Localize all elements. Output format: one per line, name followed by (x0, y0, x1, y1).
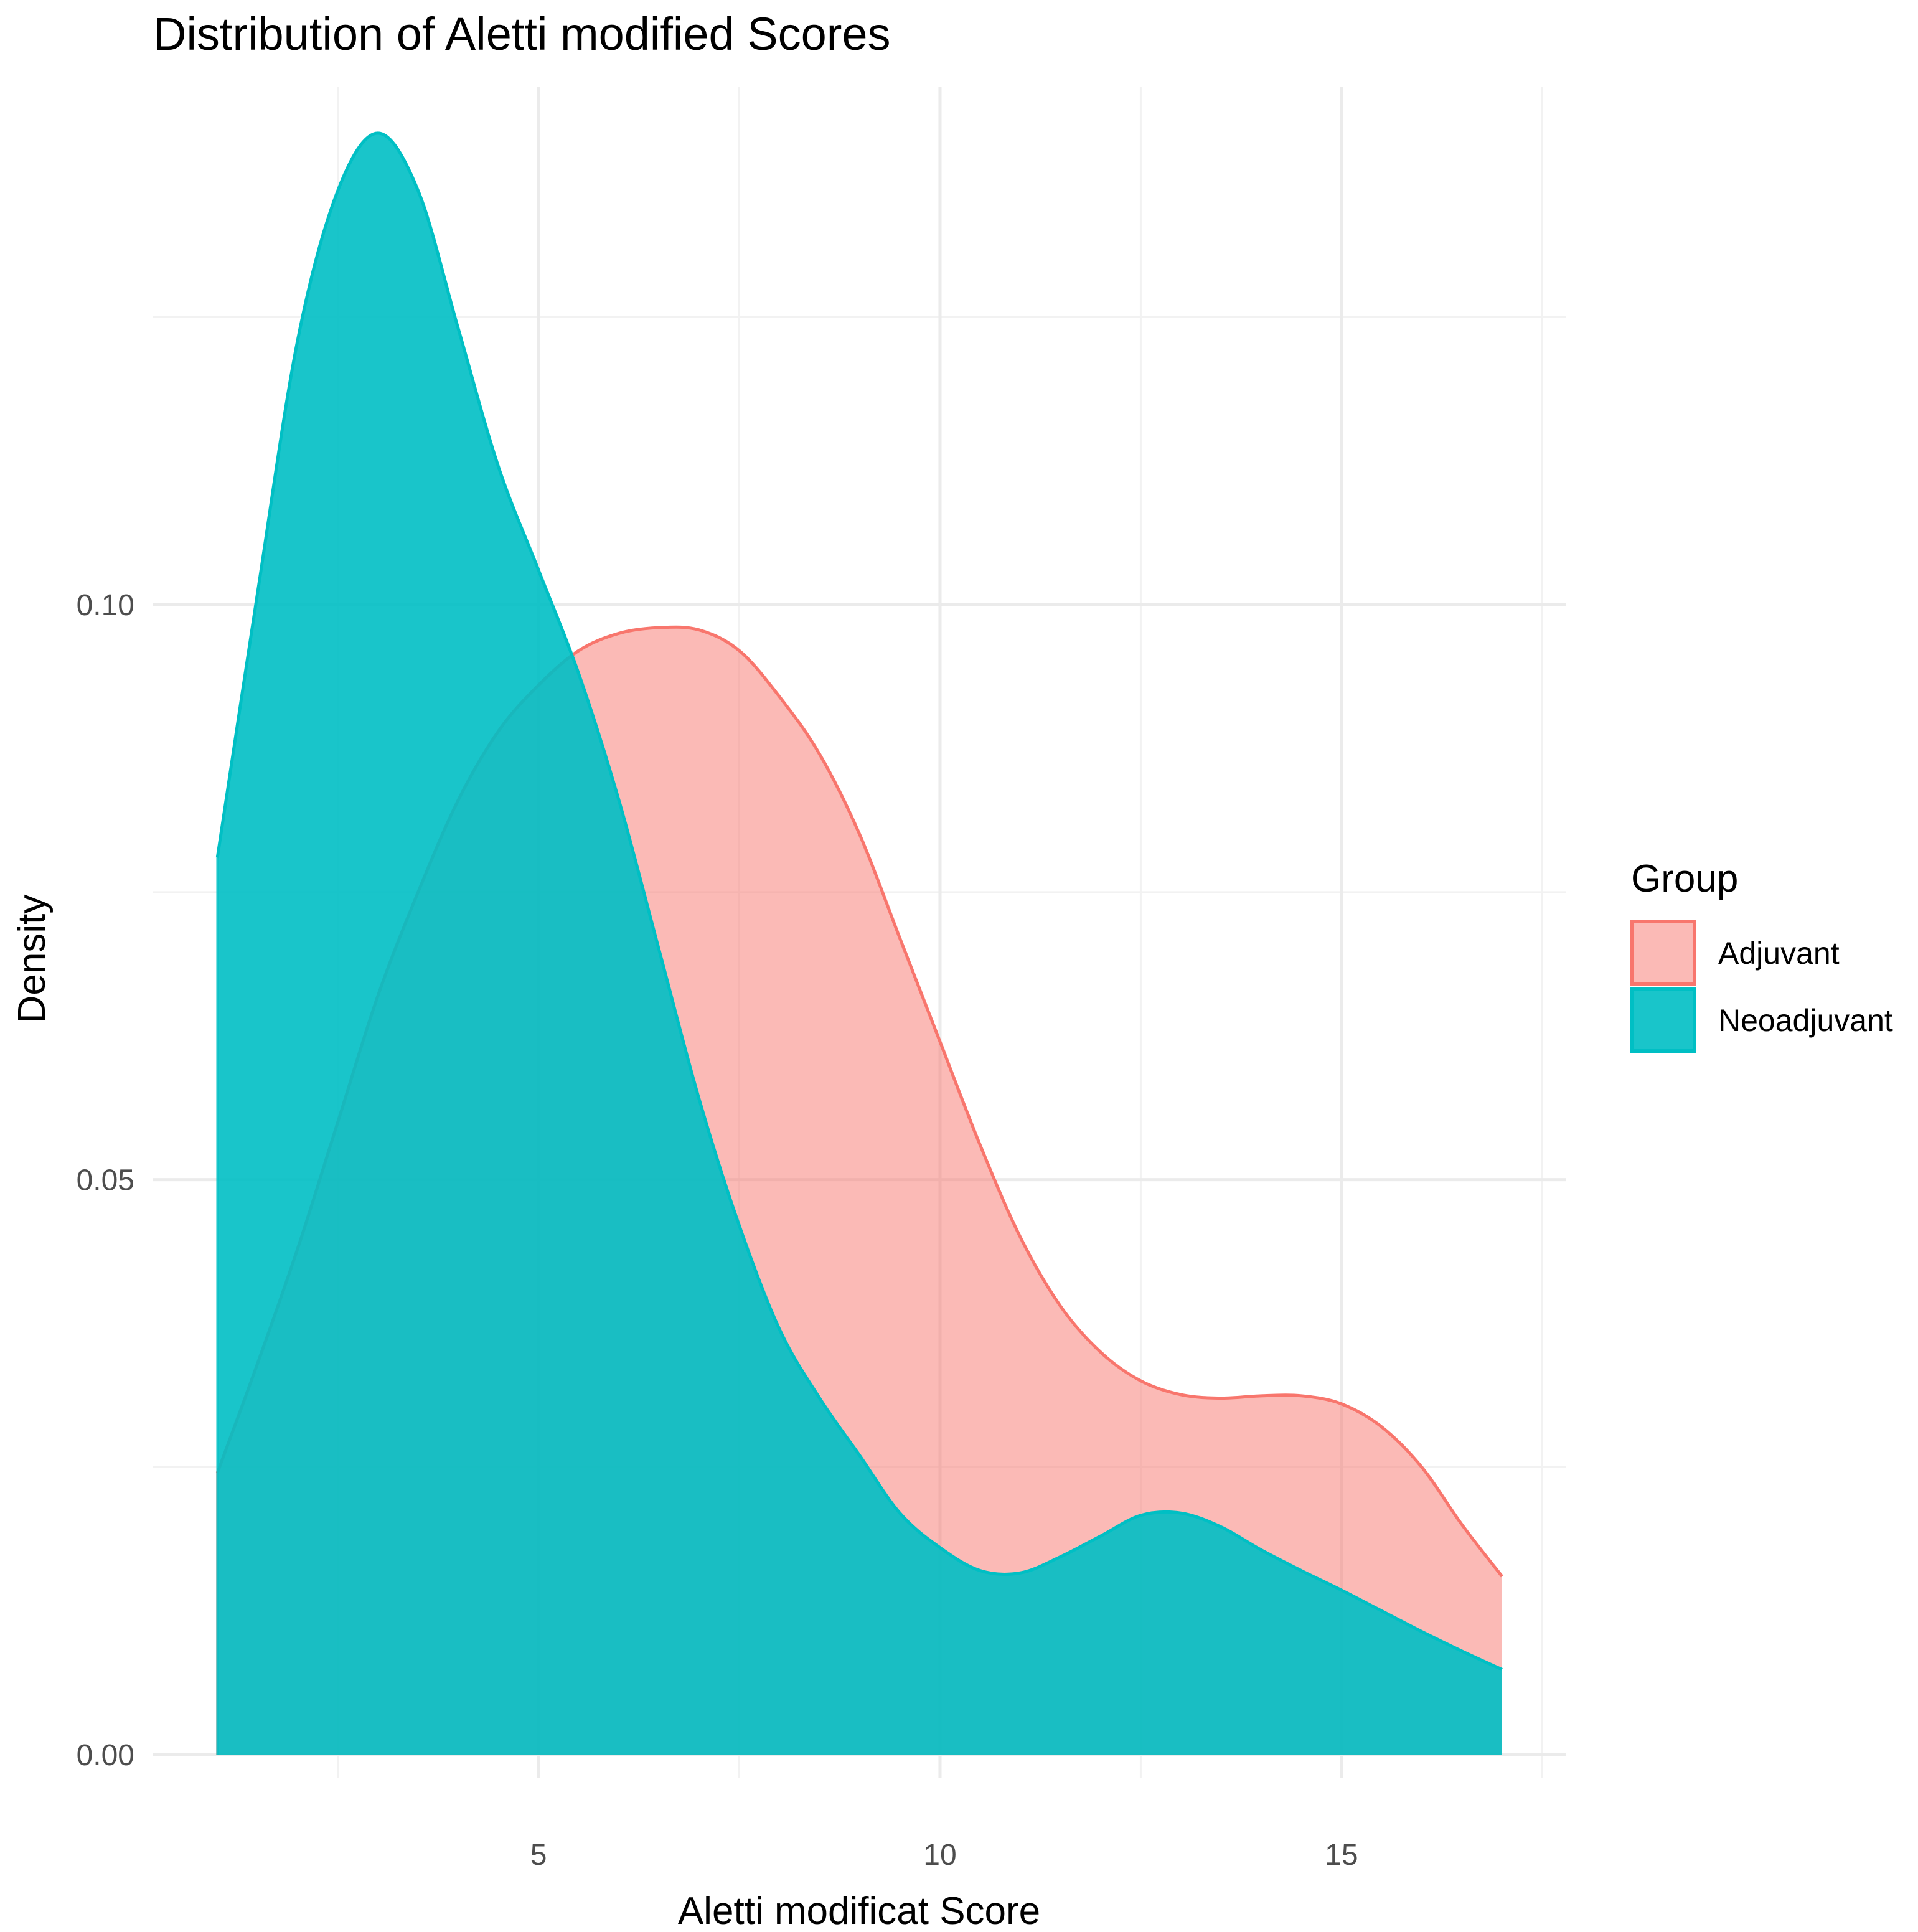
x-axis-title: Aletti modificat Score (678, 1890, 1040, 1932)
y-tick-label: 0.05 (77, 1164, 134, 1197)
density-areas (215, 131, 1503, 1755)
x-tick-label: 15 (1325, 1839, 1358, 1872)
neoadjuvant-legend-key (1630, 987, 1696, 1053)
legend-items: Adjuvant Neoadjuvant (1630, 920, 1893, 1053)
adjuvant-legend-key (1630, 920, 1696, 986)
neoadjuvant-density-line (215, 131, 1503, 1671)
chart-title: Distribution of Aletti modified Scores (153, 8, 891, 60)
legend-title: Group (1631, 857, 1738, 900)
x-tick-label: 5 (530, 1839, 547, 1872)
adjuvant-legend-label: Adjuvant (1718, 936, 1840, 971)
x-tick-label: 10 (923, 1839, 956, 1872)
x-axis-ticks: 5 10 15 (530, 1839, 1358, 1872)
y-axis-ticks: 0.00 0.05 0.10 (77, 589, 134, 1772)
neoadjuvant-legend-label: Neoadjuvant (1718, 1003, 1893, 1038)
y-axis-title: Density (11, 895, 54, 1024)
legend: Group Adjuvant Neoadjuvant (1630, 857, 1893, 1053)
neoadjuvant-density-area (217, 133, 1502, 1755)
y-tick-label: 0.10 (77, 589, 134, 622)
y-tick-label: 0.00 (77, 1739, 134, 1772)
